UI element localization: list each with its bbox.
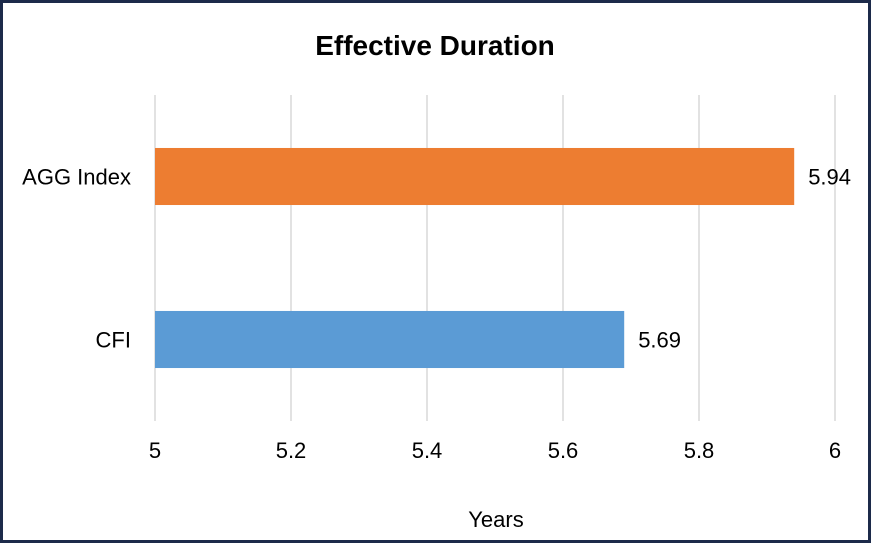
x-tick-label: 5.8 bbox=[684, 438, 715, 463]
chart-title: Effective Duration bbox=[315, 30, 555, 61]
bar bbox=[155, 147, 795, 206]
category-labels: AGG Index CFI bbox=[22, 165, 131, 353]
x-tick-label: 5.4 bbox=[412, 438, 443, 463]
chart-frame: Effective Duration 5.94 5.69 AGG Index CFI… bbox=[3, 3, 868, 540]
category-label: CFI bbox=[96, 328, 131, 353]
x-tick-label: 5.2 bbox=[276, 438, 307, 463]
bar-chart: Effective Duration 5.94 5.69 AGG Index CFI… bbox=[22, 30, 851, 532]
bar bbox=[155, 310, 625, 369]
x-axis-label: Years bbox=[468, 507, 523, 532]
bars bbox=[155, 147, 795, 369]
data-labels: 5.94 5.69 bbox=[638, 165, 851, 353]
x-tick-labels: 5 5.2 5.4 5.6 5.8 6 bbox=[149, 438, 841, 463]
x-tick-label: 6 bbox=[829, 438, 841, 463]
x-tick-label: 5.6 bbox=[548, 438, 579, 463]
category-label: AGG Index bbox=[22, 165, 131, 190]
x-tick-label: 5 bbox=[149, 438, 161, 463]
data-label: 5.69 bbox=[638, 328, 681, 353]
gridlines bbox=[154, 95, 836, 421]
data-label: 5.94 bbox=[808, 165, 851, 190]
